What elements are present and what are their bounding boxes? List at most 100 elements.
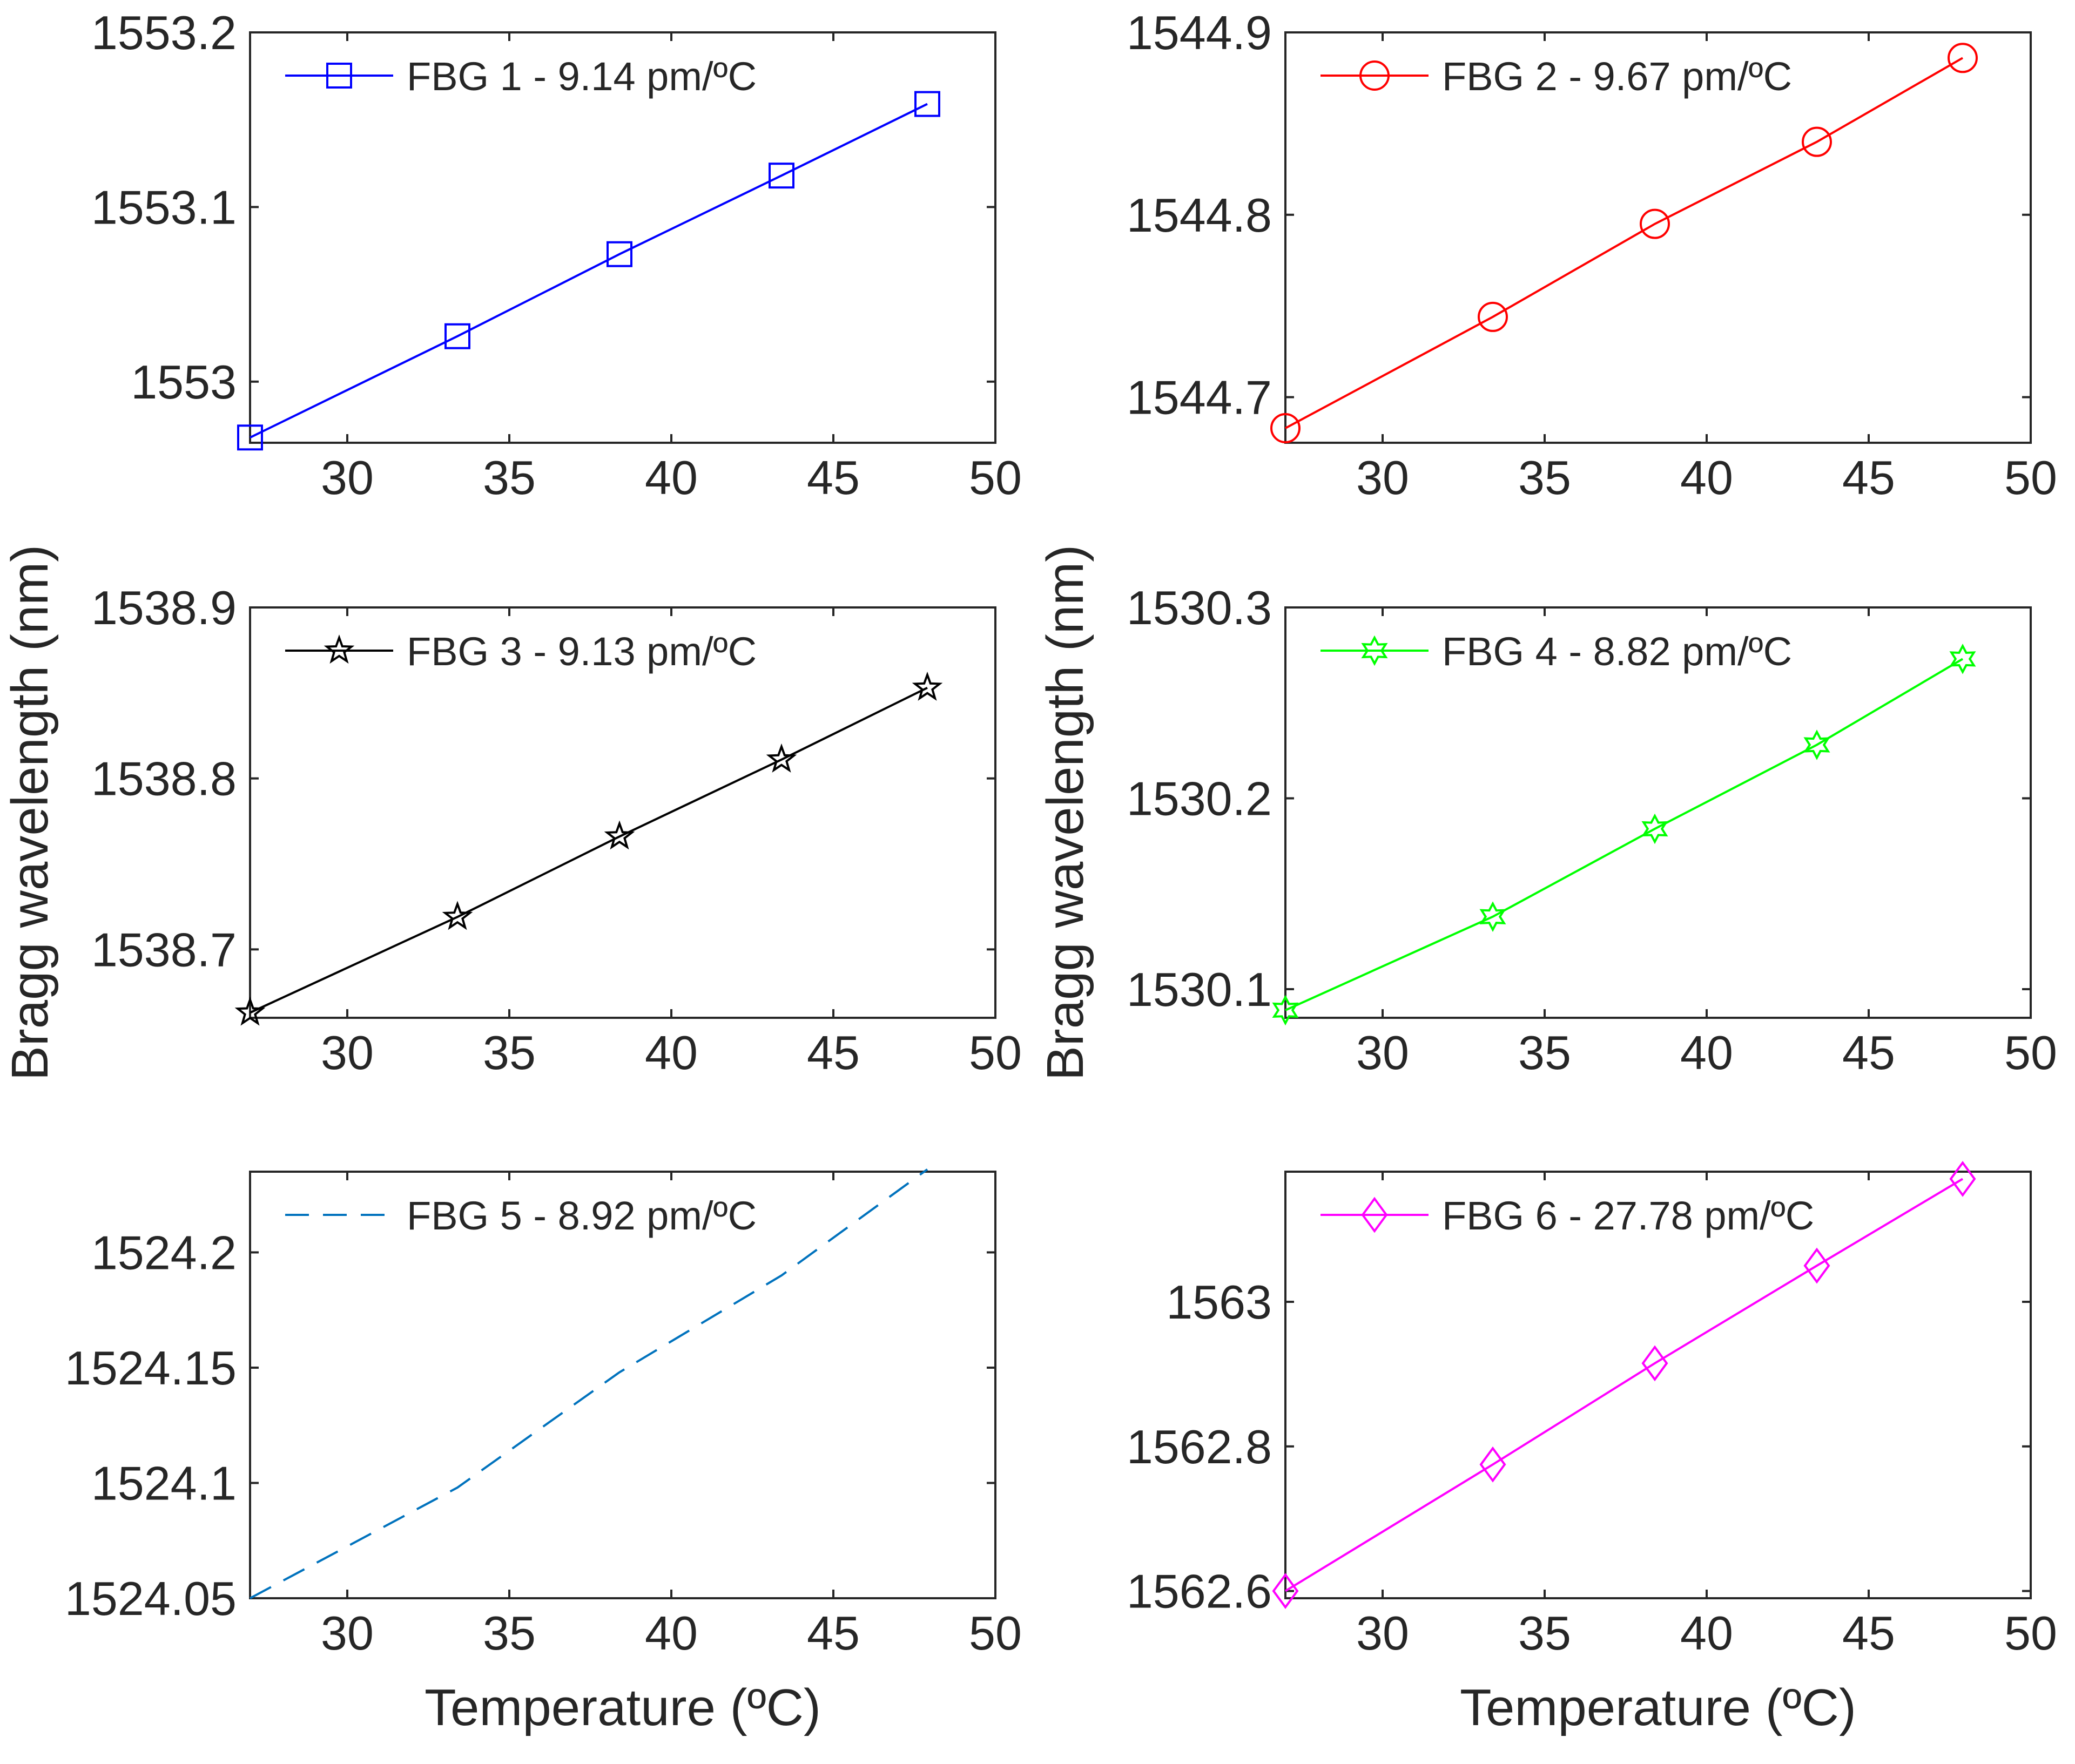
data-point [1270,413,1301,443]
data-point [444,323,470,349]
legend-marker [324,634,355,664]
series-line [1285,658,1964,1011]
y-tick-label: 1524.15 [65,1341,237,1395]
x-tick-label: 45 [807,451,860,504]
data-point [1640,208,1670,239]
x-tick-label: 35 [1518,1026,1571,1079]
y-tick-label: 1544.7 [1127,371,1272,424]
data-point [1949,1161,1976,1197]
legend-marker [1361,635,1388,666]
data-point [1802,126,1832,157]
y-tick-label: 1530.1 [1127,963,1272,1016]
x-tick-label: 40 [645,1026,698,1079]
x-tick-label: 30 [321,1606,374,1660]
x-tick-label: 45 [1842,1026,1895,1079]
data-point [604,820,635,850]
chart-panel-top-left: 30 35 40 45 50 1553 1553.1 1553.2 FBG 1 - 9.14 p… [91,6,1022,504]
legend-label: FBG 3 - 9.13 pm/ºC [407,629,757,674]
plot-frame [1284,606,2032,1019]
x-tick-label: 30 [1356,1606,1409,1660]
plot-frame [249,1171,996,1599]
x-tick-label: 40 [645,451,698,504]
data-point [1272,995,1299,1026]
x-tick-label: 35 [483,451,536,504]
data-point [1479,901,1506,932]
x-tick-label: 45 [1842,451,1895,504]
x-tick-label: 30 [321,1026,374,1079]
x-tick-label: 35 [1518,451,1571,504]
data-point [442,901,473,930]
y-tick-label: 1562.8 [1127,1420,1272,1474]
y-tick-label: 1524.2 [91,1226,237,1279]
x-tick-label: 50 [2004,451,2057,504]
chart-panel-bottom-right: 30 35 40 45 50 1562.6 1562.8 1563 FBG 6 - 27.78 … [1127,1161,2057,1736]
y-tick-label: 1544.8 [1127,188,1272,242]
data-point [1641,1345,1668,1382]
plot-frame [1284,1171,2032,1599]
x-tick-label: 35 [483,1606,536,1660]
y-tick-label: 1553.1 [91,180,237,234]
y-tick-label: 1524.05 [65,1572,237,1625]
data-point [769,163,794,189]
y-tick-label: 1563 [1166,1275,1272,1329]
data-point [234,996,266,1026]
y-tick-label: 1524.1 [91,1456,237,1510]
chart-panel-bottom-left: 30 35 40 45 50 1524.05 1524.1 1524.15 1524.2 FBG … [65,1168,1022,1736]
x-tick-label: 50 [969,1606,1022,1660]
data-point [1641,813,1668,844]
y-tick-label: 1538.7 [91,923,237,976]
x-tick-label: 40 [645,1606,698,1660]
y-tick-label: 1562.6 [1127,1565,1272,1618]
x-tick-label: 40 [1680,1026,1733,1079]
y-tick-label: 1530.2 [1127,772,1272,825]
legend-marker [326,63,352,89]
x-tick-label: 50 [2004,1606,2057,1660]
y-tick-label: 1538.8 [91,752,237,806]
series-line [1284,1178,1964,1592]
series-line [250,103,928,439]
data-point [1948,43,1978,73]
x-tick-label: 30 [1356,1026,1409,1079]
legend-marker [1361,1197,1388,1233]
data-point [912,671,943,701]
x-tick-label: 40 [1680,1606,1733,1660]
x-tick-label: 50 [2004,1026,2057,1079]
legend-label: FBG 2 - 9.67 pm/ºC [1442,54,1792,99]
data-point [1479,1446,1506,1483]
chart-panel-top-right: 30 35 40 45 50 1544.7 1544.8 1544.9 FBG 2 - 9.67… [1127,6,2057,504]
x-tick-label: 45 [807,1026,860,1079]
y-tick-label: 1544.9 [1127,6,1272,59]
data-point [1949,644,1976,674]
plot-frame [249,31,996,444]
legend-label: FBG 1 - 9.14 pm/ºC [407,54,757,99]
data-point [1803,1247,1830,1284]
series-line [1285,57,1963,429]
x-tick-label: 35 [1518,1606,1571,1660]
y-tick-label: 1553 [131,355,237,409]
y-tick-label: 1538.9 [91,581,237,634]
plot-frame [249,606,996,1019]
x-tick-label: 45 [1842,1606,1895,1660]
data-point [914,91,940,117]
legend-label: FBG 5 - 8.92 pm/ºC [407,1193,757,1238]
data-point [1272,1573,1299,1609]
series-line [250,1168,928,1599]
data-point [607,241,632,267]
legend-label: FBG 6 - 27.78 pm/ºC [1442,1193,1814,1238]
y-tick-label: 1553.2 [91,6,237,59]
y-axis-label: Bragg wavelength (nm) [1036,545,1094,1080]
data-point [1803,729,1830,760]
x-tick-label: 30 [1356,451,1409,504]
legend-label: FBG 4 - 8.82 pm/ºC [1442,629,1792,674]
chart-panel-middle-left: 30 35 40 45 50 1538.7 1538.8 1538.9 FBG 3 - 9.13… [1,545,1022,1080]
data-point [766,743,797,773]
x-axis-label: Temperature (ºC) [425,1679,821,1736]
x-tick-label: 35 [483,1026,536,1079]
series-line [250,687,928,1014]
data-point [1478,301,1508,332]
x-tick-label: 30 [321,451,374,504]
x-tick-label: 50 [969,1026,1022,1079]
y-tick-label: 1530.3 [1127,581,1272,634]
x-tick-label: 40 [1680,451,1733,504]
